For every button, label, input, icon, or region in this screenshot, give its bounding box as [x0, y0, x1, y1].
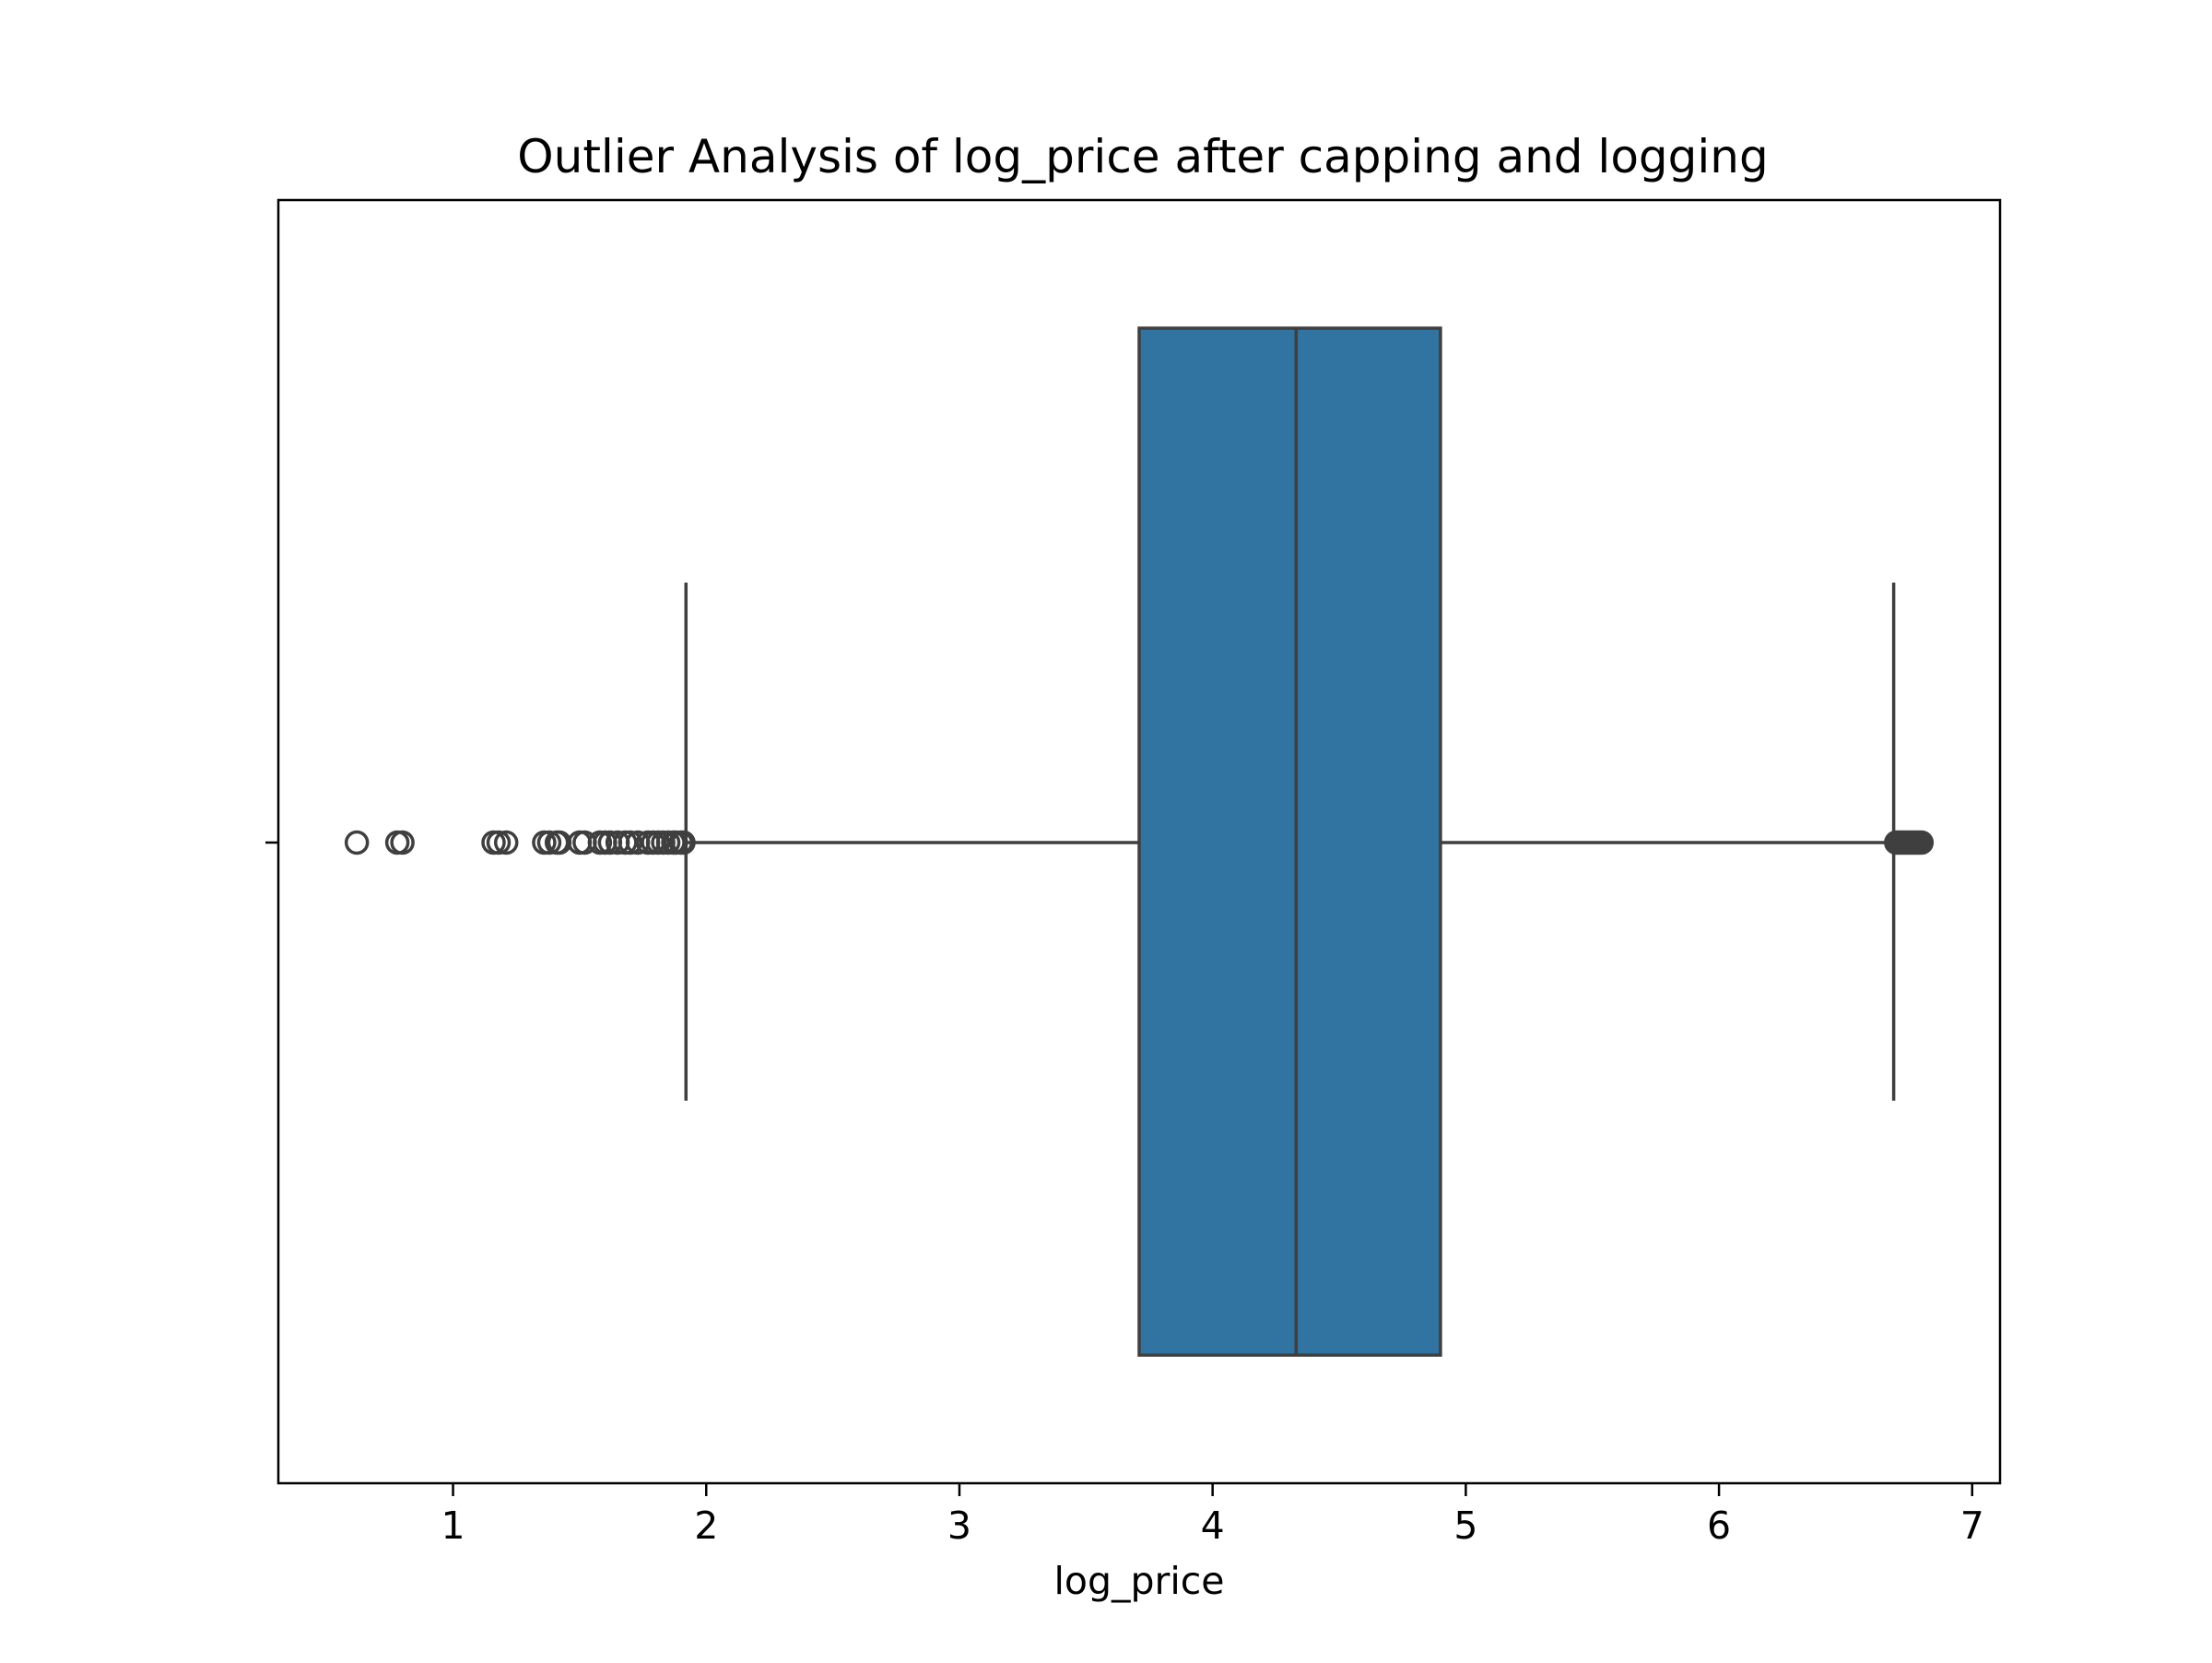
- x-tick-label: 5: [1453, 1504, 1477, 1548]
- x-tick-label: 1: [441, 1504, 465, 1548]
- iqr-box: [1137, 326, 1442, 1357]
- x-axis: 1 2 3 4 5 6 7: [441, 1483, 1984, 1548]
- x-tick-label: 2: [694, 1504, 718, 1548]
- outlier-point: [671, 830, 696, 855]
- x-tick-label: 3: [947, 1504, 971, 1548]
- x-tick-label: 6: [1707, 1504, 1731, 1548]
- chart-title: Outlier Analysis of log_price after capp…: [517, 130, 1768, 183]
- outlier-point: [390, 830, 415, 855]
- outlier-point: [1909, 830, 1935, 855]
- outlier-point: [536, 830, 562, 855]
- outlier-point: [344, 830, 370, 855]
- plot-area: [344, 326, 1935, 1357]
- outlier-point: [486, 830, 512, 855]
- x-axis-label: log_price: [1053, 1559, 1224, 1603]
- outlier-point: [493, 830, 519, 855]
- x-tick-label: 4: [1201, 1504, 1225, 1548]
- x-tick-label: 7: [1960, 1504, 1984, 1548]
